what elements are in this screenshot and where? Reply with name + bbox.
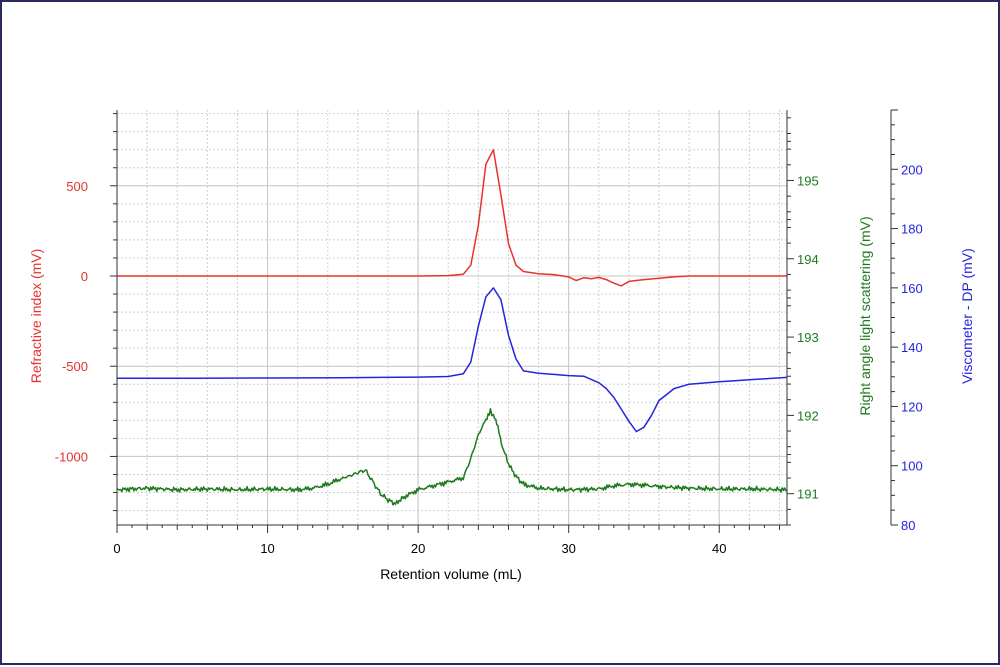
major-grid	[117, 110, 787, 525]
light-scattering-axis-title: Right angle light scattering (mV)	[857, 216, 873, 415]
x-tick-label: 20	[411, 541, 425, 556]
rals-tick-label: 193	[797, 330, 819, 345]
x-tick-label: 0	[113, 541, 120, 556]
ri-tick-label: -500	[62, 359, 88, 374]
dp-tick-label: 200	[901, 162, 923, 177]
series-layer	[116, 148, 788, 506]
rals-tick-label: 191	[797, 487, 819, 502]
dp-tick-label: 120	[901, 399, 923, 414]
dp-tick-label: 140	[901, 340, 923, 355]
series-line-rals	[116, 407, 788, 506]
x-tick-label: 40	[712, 541, 726, 556]
series-line-dp	[117, 287, 788, 433]
ri-tick-label: 0	[81, 269, 88, 284]
ri-tick-label: -1000	[55, 449, 88, 464]
dp-tick-label: 100	[901, 459, 923, 474]
dp-tick-label: 160	[901, 281, 923, 296]
dp-tick-label: 80	[901, 518, 915, 533]
rals-tick-label: 195	[797, 173, 819, 188]
rals-tick-label: 192	[797, 408, 819, 423]
x-axis-title: Retention volume (mL)	[380, 566, 522, 582]
series-line-ri	[117, 148, 787, 287]
dp-tick-label: 180	[901, 222, 923, 237]
viscometer-axis-title: Viscometer - DP (mV)	[959, 248, 975, 384]
rals-tick-label: 194	[797, 252, 819, 267]
refractive-index-axis-title: Refractive index (mV)	[28, 249, 44, 384]
x-tick-label: 10	[260, 541, 274, 556]
ri-tick-label: 500	[66, 179, 88, 194]
minor-grid	[117, 110, 787, 525]
axes-layer: 0 10 20 30 40 500 0 -500 -1000 195 194 193 192 191 200…	[55, 109, 923, 556]
x-tick-label: 30	[561, 541, 575, 556]
